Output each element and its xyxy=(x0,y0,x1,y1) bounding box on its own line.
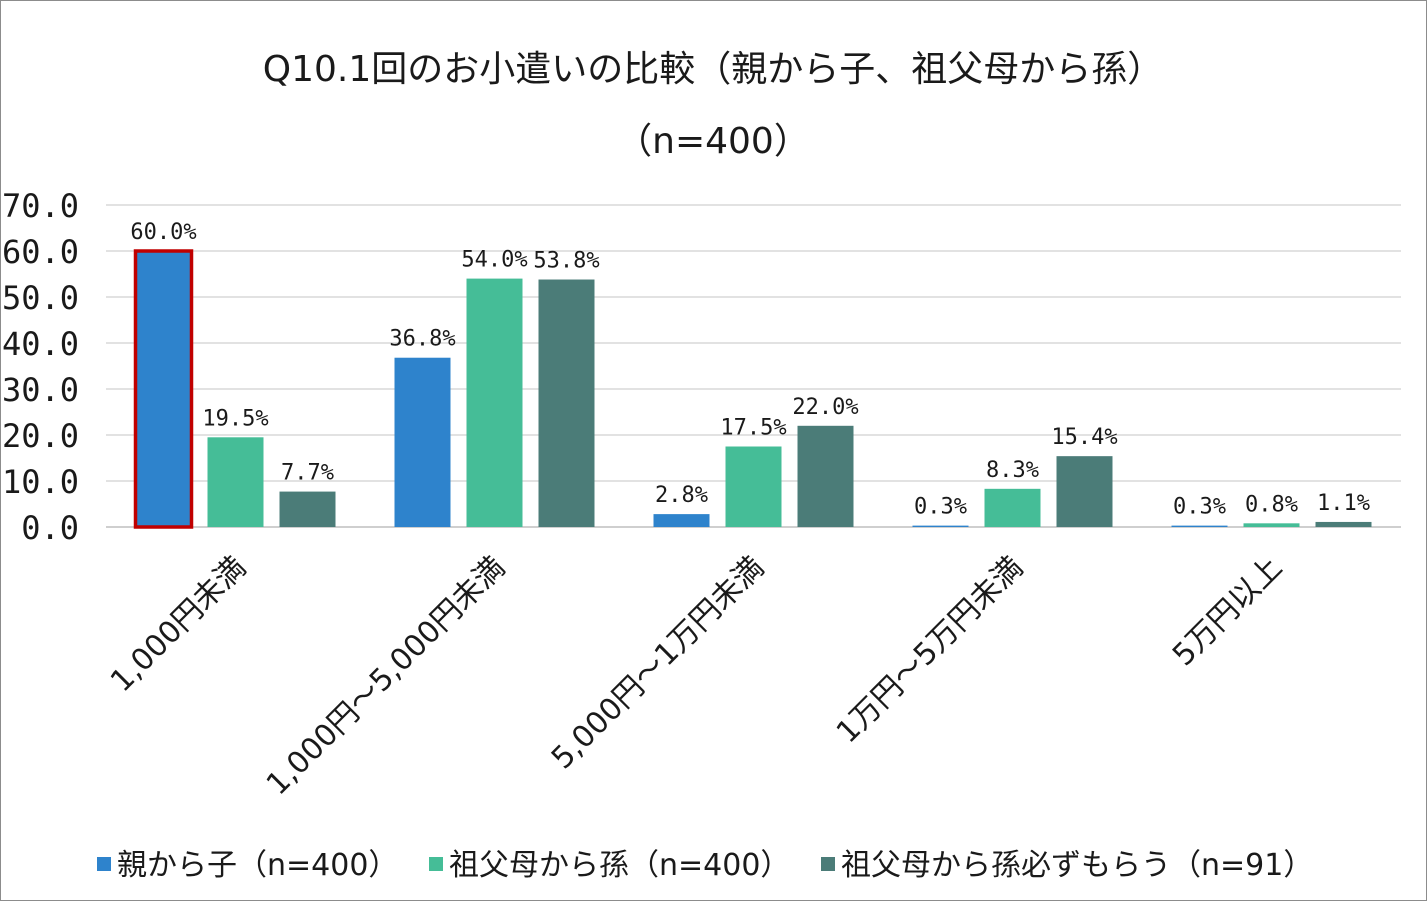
legend-label: 祖父母から孫必ずもらう（n=91） xyxy=(841,848,1313,883)
x-category-label: 1万円～5万円未満 xyxy=(830,550,1030,750)
y-tick-label: 70.0 xyxy=(2,187,79,225)
x-axis: 1,000円未満 1,000円～5,000円未満 5,000円～1万円未満 1万円～5… xyxy=(104,550,1289,802)
y-tick-label: 0.0 xyxy=(21,509,79,547)
bar xyxy=(797,425,854,527)
legend-swatch xyxy=(821,857,835,871)
bar xyxy=(466,278,523,527)
data-label: 2.8% xyxy=(655,483,708,508)
data-label: 1.1% xyxy=(1317,491,1370,516)
data-label: 8.3% xyxy=(986,458,1039,483)
bar xyxy=(538,279,595,527)
bar xyxy=(133,249,194,529)
y-axis: 0.0 10.0 20.0 30.0 40.0 50.0 60.0 70.0 xyxy=(2,187,79,547)
data-label: 7.7% xyxy=(281,461,334,486)
bar xyxy=(1315,521,1372,527)
chart-subtitle: （n=400） xyxy=(616,121,810,162)
y-tick-label: 40.0 xyxy=(2,325,79,363)
data-label: 53.8% xyxy=(533,249,599,274)
data-label: 36.8% xyxy=(389,327,455,352)
data-label: 15.4% xyxy=(1051,425,1117,450)
bar xyxy=(279,491,336,527)
legend-swatch xyxy=(429,857,443,871)
x-category-label: 5万円以上 xyxy=(1166,550,1289,673)
data-labels: 60.0% 19.5% 7.7% 36.8% 54.0% 53.8% 2.8% 17.5%22… xyxy=(130,220,1370,520)
bar xyxy=(1056,456,1113,527)
chart-title: Q10.1回のお小遣いの比較（親から子、祖父母から孫） xyxy=(263,49,1164,90)
data-label: 54.0% xyxy=(461,248,527,273)
data-label: 60.0% xyxy=(130,220,196,245)
data-label: 17.5% xyxy=(720,416,786,441)
bar xyxy=(653,514,710,527)
data-label: 0.3% xyxy=(914,495,967,520)
data-label: 0.8% xyxy=(1245,492,1298,517)
x-category-label: 5,000円～1万円未満 xyxy=(545,550,771,776)
x-category-label: 1,000円～5,000円未満 xyxy=(260,550,512,802)
legend-label: 祖父母から孫（n=400） xyxy=(449,848,790,883)
legend: 親から子（n=400） 祖父母から孫（n=400） 祖父母から孫必ずもらう（n=91… xyxy=(97,848,1313,883)
y-tick-label: 20.0 xyxy=(2,417,79,455)
y-tick-label: 50.0 xyxy=(2,279,79,317)
legend-swatch xyxy=(97,857,111,871)
y-tick-label: 60.0 xyxy=(2,233,79,271)
bar xyxy=(207,437,264,527)
bar xyxy=(912,525,969,527)
bars xyxy=(133,249,1372,529)
bar xyxy=(394,357,451,527)
y-tick-label: 10.0 xyxy=(2,463,79,501)
bar xyxy=(1171,525,1228,527)
x-category-label: 1,000円未満 xyxy=(104,550,253,699)
legend-label: 親から子（n=400） xyxy=(117,848,398,883)
bar xyxy=(725,446,782,527)
gridlines xyxy=(106,204,1401,528)
data-label: 19.5% xyxy=(202,406,268,431)
y-tick-label: 30.0 xyxy=(2,371,79,409)
data-label: 0.3% xyxy=(1173,495,1226,520)
bar xyxy=(1243,523,1300,527)
data-label: 22.0% xyxy=(792,395,858,420)
bar xyxy=(984,488,1041,527)
